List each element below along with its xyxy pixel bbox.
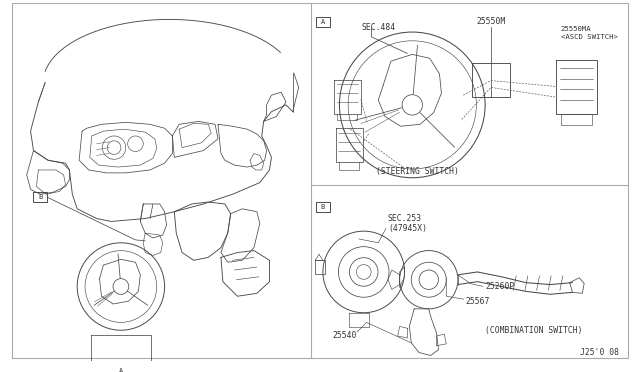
Bar [316, 202, 330, 212]
Text: A: A [321, 19, 325, 25]
Text: J25'0 08: J25'0 08 [580, 348, 619, 357]
Text: (COMBINATION SWITCH): (COMBINATION SWITCH) [485, 326, 582, 335]
Text: 25550M: 25550M [476, 17, 506, 26]
Text: (47945X): (47945X) [388, 224, 427, 233]
Text: B: B [38, 194, 42, 200]
Text: <ASCD SWITCH>: <ASCD SWITCH> [561, 34, 618, 40]
Text: 25567: 25567 [466, 296, 490, 305]
Text: A: A [119, 368, 123, 372]
Bar [33, 192, 47, 202]
Text: SEC.253: SEC.253 [388, 214, 422, 223]
Text: SEC.484: SEC.484 [362, 23, 396, 32]
Text: 25540: 25540 [332, 331, 356, 340]
Text: B: B [321, 204, 325, 210]
Bar [114, 366, 128, 372]
Text: 25260P: 25260P [485, 282, 515, 291]
Text: (STEERING SWITCH): (STEERING SWITCH) [376, 167, 459, 176]
Bar [316, 17, 330, 27]
Text: 25550MA: 25550MA [561, 26, 591, 32]
